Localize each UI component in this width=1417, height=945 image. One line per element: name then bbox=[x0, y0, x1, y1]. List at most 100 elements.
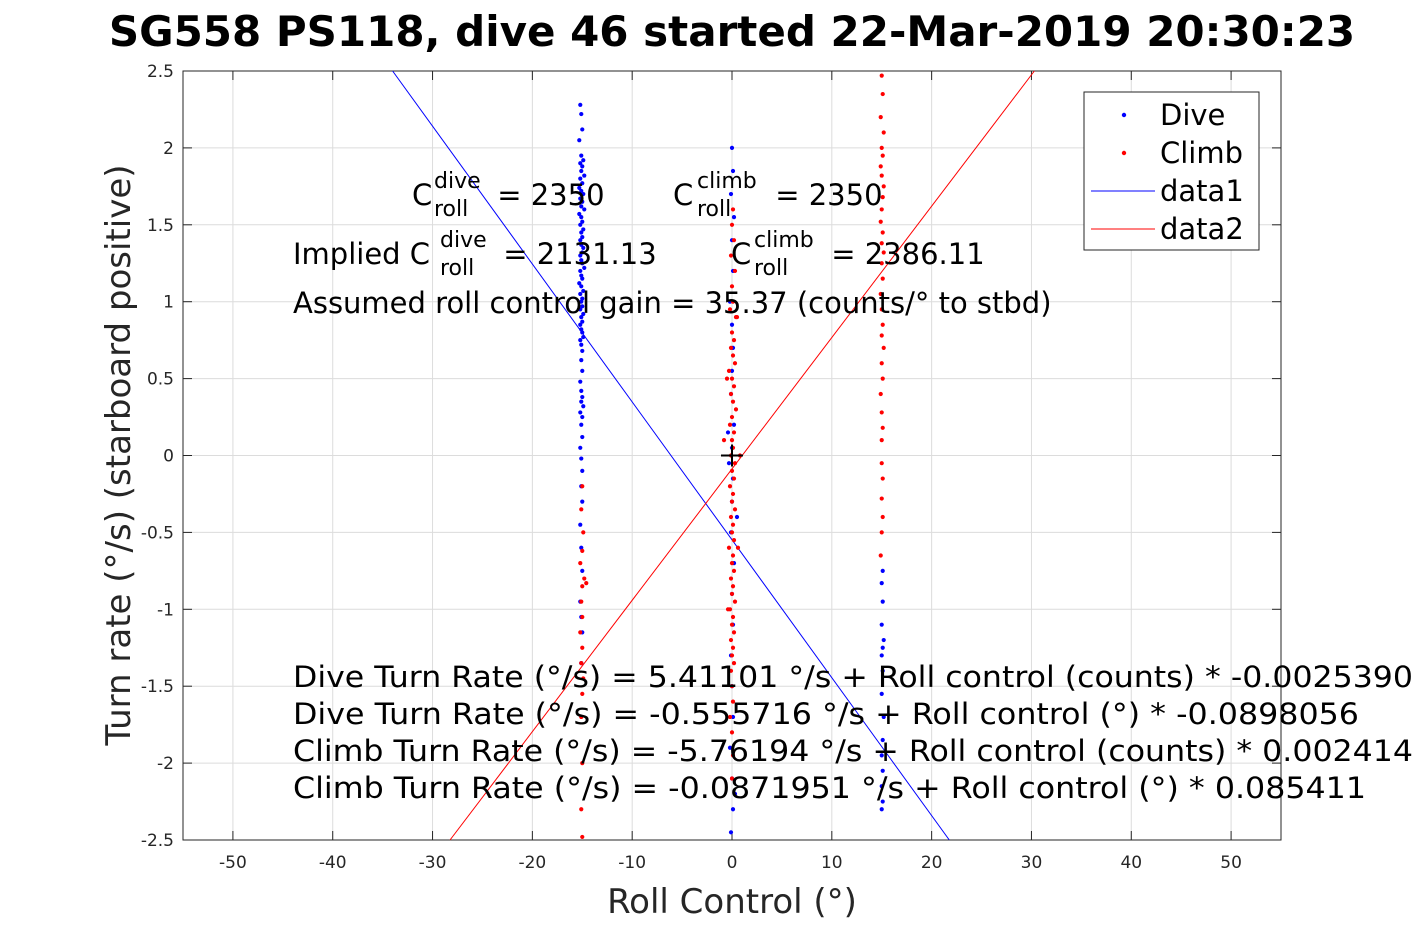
y-tick-label: -1 bbox=[157, 600, 174, 620]
point-climb bbox=[730, 614, 736, 620]
y-axis-label: Turn rate (°/s) (starboard positive) bbox=[99, 164, 139, 746]
point-climb bbox=[724, 376, 730, 381]
point-climb bbox=[880, 476, 885, 481]
point-climb bbox=[879, 207, 884, 212]
fit-line-data1 bbox=[392, 70, 950, 841]
legend-box bbox=[1083, 91, 1260, 251]
c-climb-base: C bbox=[673, 178, 693, 212]
point-dive bbox=[730, 168, 736, 174]
point-dive bbox=[581, 158, 586, 163]
point-climb bbox=[879, 173, 884, 178]
point-dive bbox=[734, 514, 740, 520]
point-dive bbox=[579, 284, 584, 289]
point-climb bbox=[729, 222, 735, 227]
annotation-c-climb: C climb roll = 2350 bbox=[673, 169, 883, 222]
point-climb bbox=[579, 661, 584, 666]
point-dive bbox=[578, 291, 583, 297]
point-dive bbox=[580, 434, 585, 440]
point-dive bbox=[880, 668, 885, 673]
point-climb bbox=[726, 545, 732, 550]
point-dive bbox=[580, 219, 585, 224]
point-dive bbox=[579, 204, 584, 209]
point-dive bbox=[578, 196, 583, 201]
point-climb bbox=[730, 753, 736, 758]
legend-climb-marker bbox=[1121, 150, 1127, 156]
point-dive bbox=[580, 199, 585, 204]
point-dive bbox=[581, 245, 586, 250]
point-climb bbox=[580, 761, 585, 766]
x-tick-label: 20 bbox=[921, 853, 943, 873]
annotation-gain: Assumed roll control gain = 35.37 (count… bbox=[293, 286, 1052, 320]
point-dive bbox=[580, 250, 585, 255]
point-climb bbox=[730, 299, 736, 304]
point-climb bbox=[584, 581, 589, 586]
point-climb bbox=[881, 184, 886, 189]
point-dive bbox=[578, 253, 583, 258]
point-climb bbox=[730, 699, 736, 704]
point-dive bbox=[582, 265, 587, 270]
annotation-implied: Implied C dive roll = 2131.13 C climb ro… bbox=[293, 228, 985, 281]
x-tick-label: 40 bbox=[1120, 853, 1142, 873]
point-climb bbox=[728, 345, 734, 350]
x-tick-labels: -50 -40 -30 -20 -10 0 10 20 30 40 50 bbox=[219, 853, 1242, 873]
point-climb bbox=[880, 91, 885, 97]
point-dive bbox=[579, 215, 584, 220]
point-climb bbox=[732, 361, 738, 366]
point-dive bbox=[879, 691, 884, 696]
point-dive bbox=[582, 173, 587, 178]
point-climb bbox=[578, 630, 583, 635]
legend: Dive Climb data1 data2 bbox=[1083, 91, 1260, 251]
point-dive bbox=[580, 127, 585, 132]
point-dive bbox=[881, 637, 886, 643]
point-climb bbox=[880, 376, 885, 381]
legend-data1-label: data1 bbox=[1160, 174, 1244, 208]
point-dive bbox=[580, 568, 585, 573]
implied-dive-sup: dive bbox=[440, 228, 487, 253]
point-climb bbox=[731, 238, 737, 243]
point-dive bbox=[579, 422, 584, 427]
point-climb bbox=[582, 576, 587, 581]
point-dive bbox=[727, 299, 733, 304]
x-axis-label: Roll Control (°) bbox=[607, 882, 857, 922]
point-climb bbox=[579, 714, 584, 720]
point-dive bbox=[578, 379, 583, 384]
point-climb bbox=[729, 561, 735, 566]
point-climb bbox=[727, 422, 733, 427]
x-tick-label: -40 bbox=[319, 853, 347, 873]
point-dive bbox=[580, 414, 585, 420]
point-climb bbox=[729, 376, 735, 381]
point-dive bbox=[729, 145, 735, 150]
point-climb bbox=[728, 253, 734, 258]
point-dive bbox=[581, 288, 586, 294]
point-climb bbox=[580, 691, 585, 696]
y-tick-label: -0.5 bbox=[141, 523, 174, 543]
point-climb bbox=[729, 468, 735, 473]
point-climb bbox=[732, 268, 738, 274]
point-dive bbox=[730, 807, 736, 812]
c-dive-sub: roll bbox=[434, 197, 468, 222]
point-climb bbox=[731, 384, 737, 389]
y-tick-label: 1 bbox=[163, 293, 174, 313]
point-dive bbox=[729, 368, 735, 374]
point-dive bbox=[578, 102, 583, 107]
point-climb bbox=[729, 438, 735, 443]
point-dive bbox=[731, 422, 737, 427]
point-dive bbox=[579, 314, 584, 320]
point-climb bbox=[731, 661, 737, 666]
point-climb bbox=[730, 553, 736, 558]
point-climb bbox=[880, 322, 885, 327]
point-dive bbox=[581, 404, 586, 409]
legend-data2-label: data2 bbox=[1160, 212, 1244, 246]
x-tick-label: -50 bbox=[219, 853, 247, 873]
point-dive bbox=[881, 714, 886, 720]
point-dive bbox=[578, 161, 583, 166]
point-climb bbox=[879, 410, 884, 415]
point-climb bbox=[731, 338, 737, 343]
point-climb bbox=[879, 241, 884, 246]
point-dive bbox=[579, 456, 584, 461]
point-dive bbox=[579, 358, 584, 363]
point-climb bbox=[728, 391, 734, 397]
point-dive bbox=[728, 191, 734, 197]
point-climb bbox=[734, 314, 740, 320]
